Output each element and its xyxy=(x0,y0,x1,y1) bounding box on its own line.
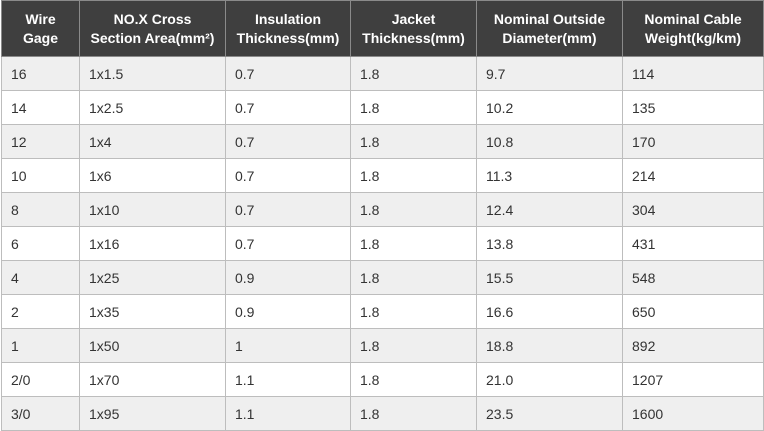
table-row: 2/0 1x70 1.1 1.8 21.0 1207 xyxy=(1,362,764,397)
header-line: Gage xyxy=(22,29,58,46)
cell-cable-weight: 114 xyxy=(622,56,764,91)
cell-wire-gage: 6 xyxy=(1,226,80,261)
cell-insulation-thickness: 0.7 xyxy=(225,192,351,227)
cell-wire-gage: 3/0 xyxy=(1,396,80,431)
cell-outside-diameter: 10.8 xyxy=(476,124,623,159)
table-row: 1 1x50 1 1.8 18.8 892 xyxy=(1,328,764,363)
cell-cable-weight: 214 xyxy=(622,158,764,193)
table-row: 2 1x35 0.9 1.8 16.6 650 xyxy=(1,294,764,329)
header-insulation-thickness: Insulation Thickness(mm) xyxy=(225,0,351,57)
cell-wire-gage: 16 xyxy=(1,56,80,91)
cell-wire-gage: 10 xyxy=(1,158,80,193)
cell-wire-gage: 2 xyxy=(1,294,80,329)
cell-cable-weight: 135 xyxy=(622,90,764,125)
table-row: 12 1x4 0.7 1.8 10.8 170 xyxy=(1,124,764,159)
header-line: Nominal Outside xyxy=(493,10,606,27)
header-line: Thickness(mm) xyxy=(236,29,340,46)
table-row: 8 1x10 0.7 1.8 12.4 304 xyxy=(1,192,764,227)
cell-cross-section-area: 1x70 xyxy=(79,362,226,397)
cell-jacket-thickness: 1.8 xyxy=(350,294,477,329)
table-row: 6 1x16 0.7 1.8 13.8 431 xyxy=(1,226,764,261)
cell-jacket-thickness: 1.8 xyxy=(350,362,477,397)
cell-insulation-thickness: 0.7 xyxy=(225,226,351,261)
header-line: Weight(kg/km) xyxy=(644,29,742,46)
cell-insulation-thickness: 0.7 xyxy=(225,56,351,91)
cell-cross-section-area: 1x35 xyxy=(79,294,226,329)
cell-cross-section-area: 1x25 xyxy=(79,260,226,295)
header-line: Insulation xyxy=(254,10,322,27)
cell-outside-diameter: 16.6 xyxy=(476,294,623,329)
cell-jacket-thickness: 1.8 xyxy=(350,56,477,91)
cell-jacket-thickness: 1.8 xyxy=(350,328,477,363)
cell-cable-weight: 548 xyxy=(622,260,764,295)
cell-cable-weight: 892 xyxy=(622,328,764,363)
cell-jacket-thickness: 1.8 xyxy=(350,396,477,431)
cell-cross-section-area: 1x6 xyxy=(79,158,226,193)
header-cable-weight: Nominal Cable Weight(kg/km) xyxy=(622,0,764,57)
table-body: 16 1x1.5 0.7 1.8 9.7 114 14 1x2.5 0.7 1.8 10.2 135 1… xyxy=(1,56,764,431)
cell-insulation-thickness: 1.1 xyxy=(225,362,351,397)
header-line: Section Area(mm²) xyxy=(90,29,215,46)
cell-cable-weight: 1600 xyxy=(622,396,764,431)
table-header: Wire Gage NO.X Cross Section Area(mm²) Insul… xyxy=(1,0,764,57)
cell-outside-diameter: 23.5 xyxy=(476,396,623,431)
cell-insulation-thickness: 0.7 xyxy=(225,124,351,159)
header-line: Nominal Cable xyxy=(644,10,742,27)
cell-jacket-thickness: 1.8 xyxy=(350,158,477,193)
cell-wire-gage: 14 xyxy=(1,90,80,125)
cell-outside-diameter: 10.2 xyxy=(476,90,623,125)
header-line: Thickness(mm) xyxy=(362,29,465,46)
cell-outside-diameter: 15.5 xyxy=(476,260,623,295)
table-row: 14 1x2.5 0.7 1.8 10.2 135 xyxy=(1,90,764,125)
cell-cable-weight: 1207 xyxy=(622,362,764,397)
header-wire-gage: Wire Gage xyxy=(1,0,80,57)
cell-jacket-thickness: 1.8 xyxy=(350,90,477,125)
header-row: Wire Gage NO.X Cross Section Area(mm²) Insul… xyxy=(1,0,764,57)
table-row: 10 1x6 0.7 1.8 11.3 214 xyxy=(1,158,764,193)
header-line: NO.X Cross xyxy=(113,10,192,27)
cell-cable-weight: 431 xyxy=(622,226,764,261)
cell-outside-diameter: 12.4 xyxy=(476,192,623,227)
header-jacket-thickness: Jacket Thickness(mm) xyxy=(350,0,477,57)
table-row: 4 1x25 0.9 1.8 15.5 548 xyxy=(1,260,764,295)
cell-insulation-thickness: 0.7 xyxy=(225,90,351,125)
cell-wire-gage: 1 xyxy=(1,328,80,363)
header-outside-diameter: Nominal Outside Diameter(mm) xyxy=(476,0,623,57)
cell-insulation-thickness: 1.1 xyxy=(225,396,351,431)
cell-insulation-thickness: 1 xyxy=(225,328,351,363)
cell-wire-gage: 4 xyxy=(1,260,80,295)
header-line: Diameter(mm) xyxy=(502,29,597,46)
cell-jacket-thickness: 1.8 xyxy=(350,226,477,261)
cell-jacket-thickness: 1.8 xyxy=(350,260,477,295)
cell-wire-gage: 2/0 xyxy=(1,362,80,397)
cell-insulation-thickness: 0.7 xyxy=(225,158,351,193)
cell-cross-section-area: 1x16 xyxy=(79,226,226,261)
cell-insulation-thickness: 0.9 xyxy=(225,260,351,295)
table-row: 16 1x1.5 0.7 1.8 9.7 114 xyxy=(1,56,764,91)
cell-jacket-thickness: 1.8 xyxy=(350,124,477,159)
cell-cross-section-area: 1x50 xyxy=(79,328,226,363)
header-cross-section-area: NO.X Cross Section Area(mm²) xyxy=(79,0,226,57)
cell-outside-diameter: 21.0 xyxy=(476,362,623,397)
cell-wire-gage: 12 xyxy=(1,124,80,159)
cell-cross-section-area: 1x2.5 xyxy=(79,90,226,125)
cell-outside-diameter: 9.7 xyxy=(476,56,623,91)
cell-cable-weight: 170 xyxy=(622,124,764,159)
cell-cable-weight: 304 xyxy=(622,192,764,227)
cell-outside-diameter: 11.3 xyxy=(476,158,623,193)
cell-outside-diameter: 18.8 xyxy=(476,328,623,363)
cell-outside-diameter: 13.8 xyxy=(476,226,623,261)
table-row: 3/0 1x95 1.1 1.8 23.5 1600 xyxy=(1,396,764,431)
cell-cross-section-area: 1x1.5 xyxy=(79,56,226,91)
cell-insulation-thickness: 0.9 xyxy=(225,294,351,329)
cell-cross-section-area: 1x10 xyxy=(79,192,226,227)
cell-cable-weight: 650 xyxy=(622,294,764,329)
cell-cross-section-area: 1x95 xyxy=(79,396,226,431)
cell-jacket-thickness: 1.8 xyxy=(350,192,477,227)
cell-wire-gage: 8 xyxy=(1,192,80,227)
header-line: Jacket xyxy=(391,10,436,27)
header-line: Wire xyxy=(25,10,56,27)
cell-cross-section-area: 1x4 xyxy=(79,124,226,159)
